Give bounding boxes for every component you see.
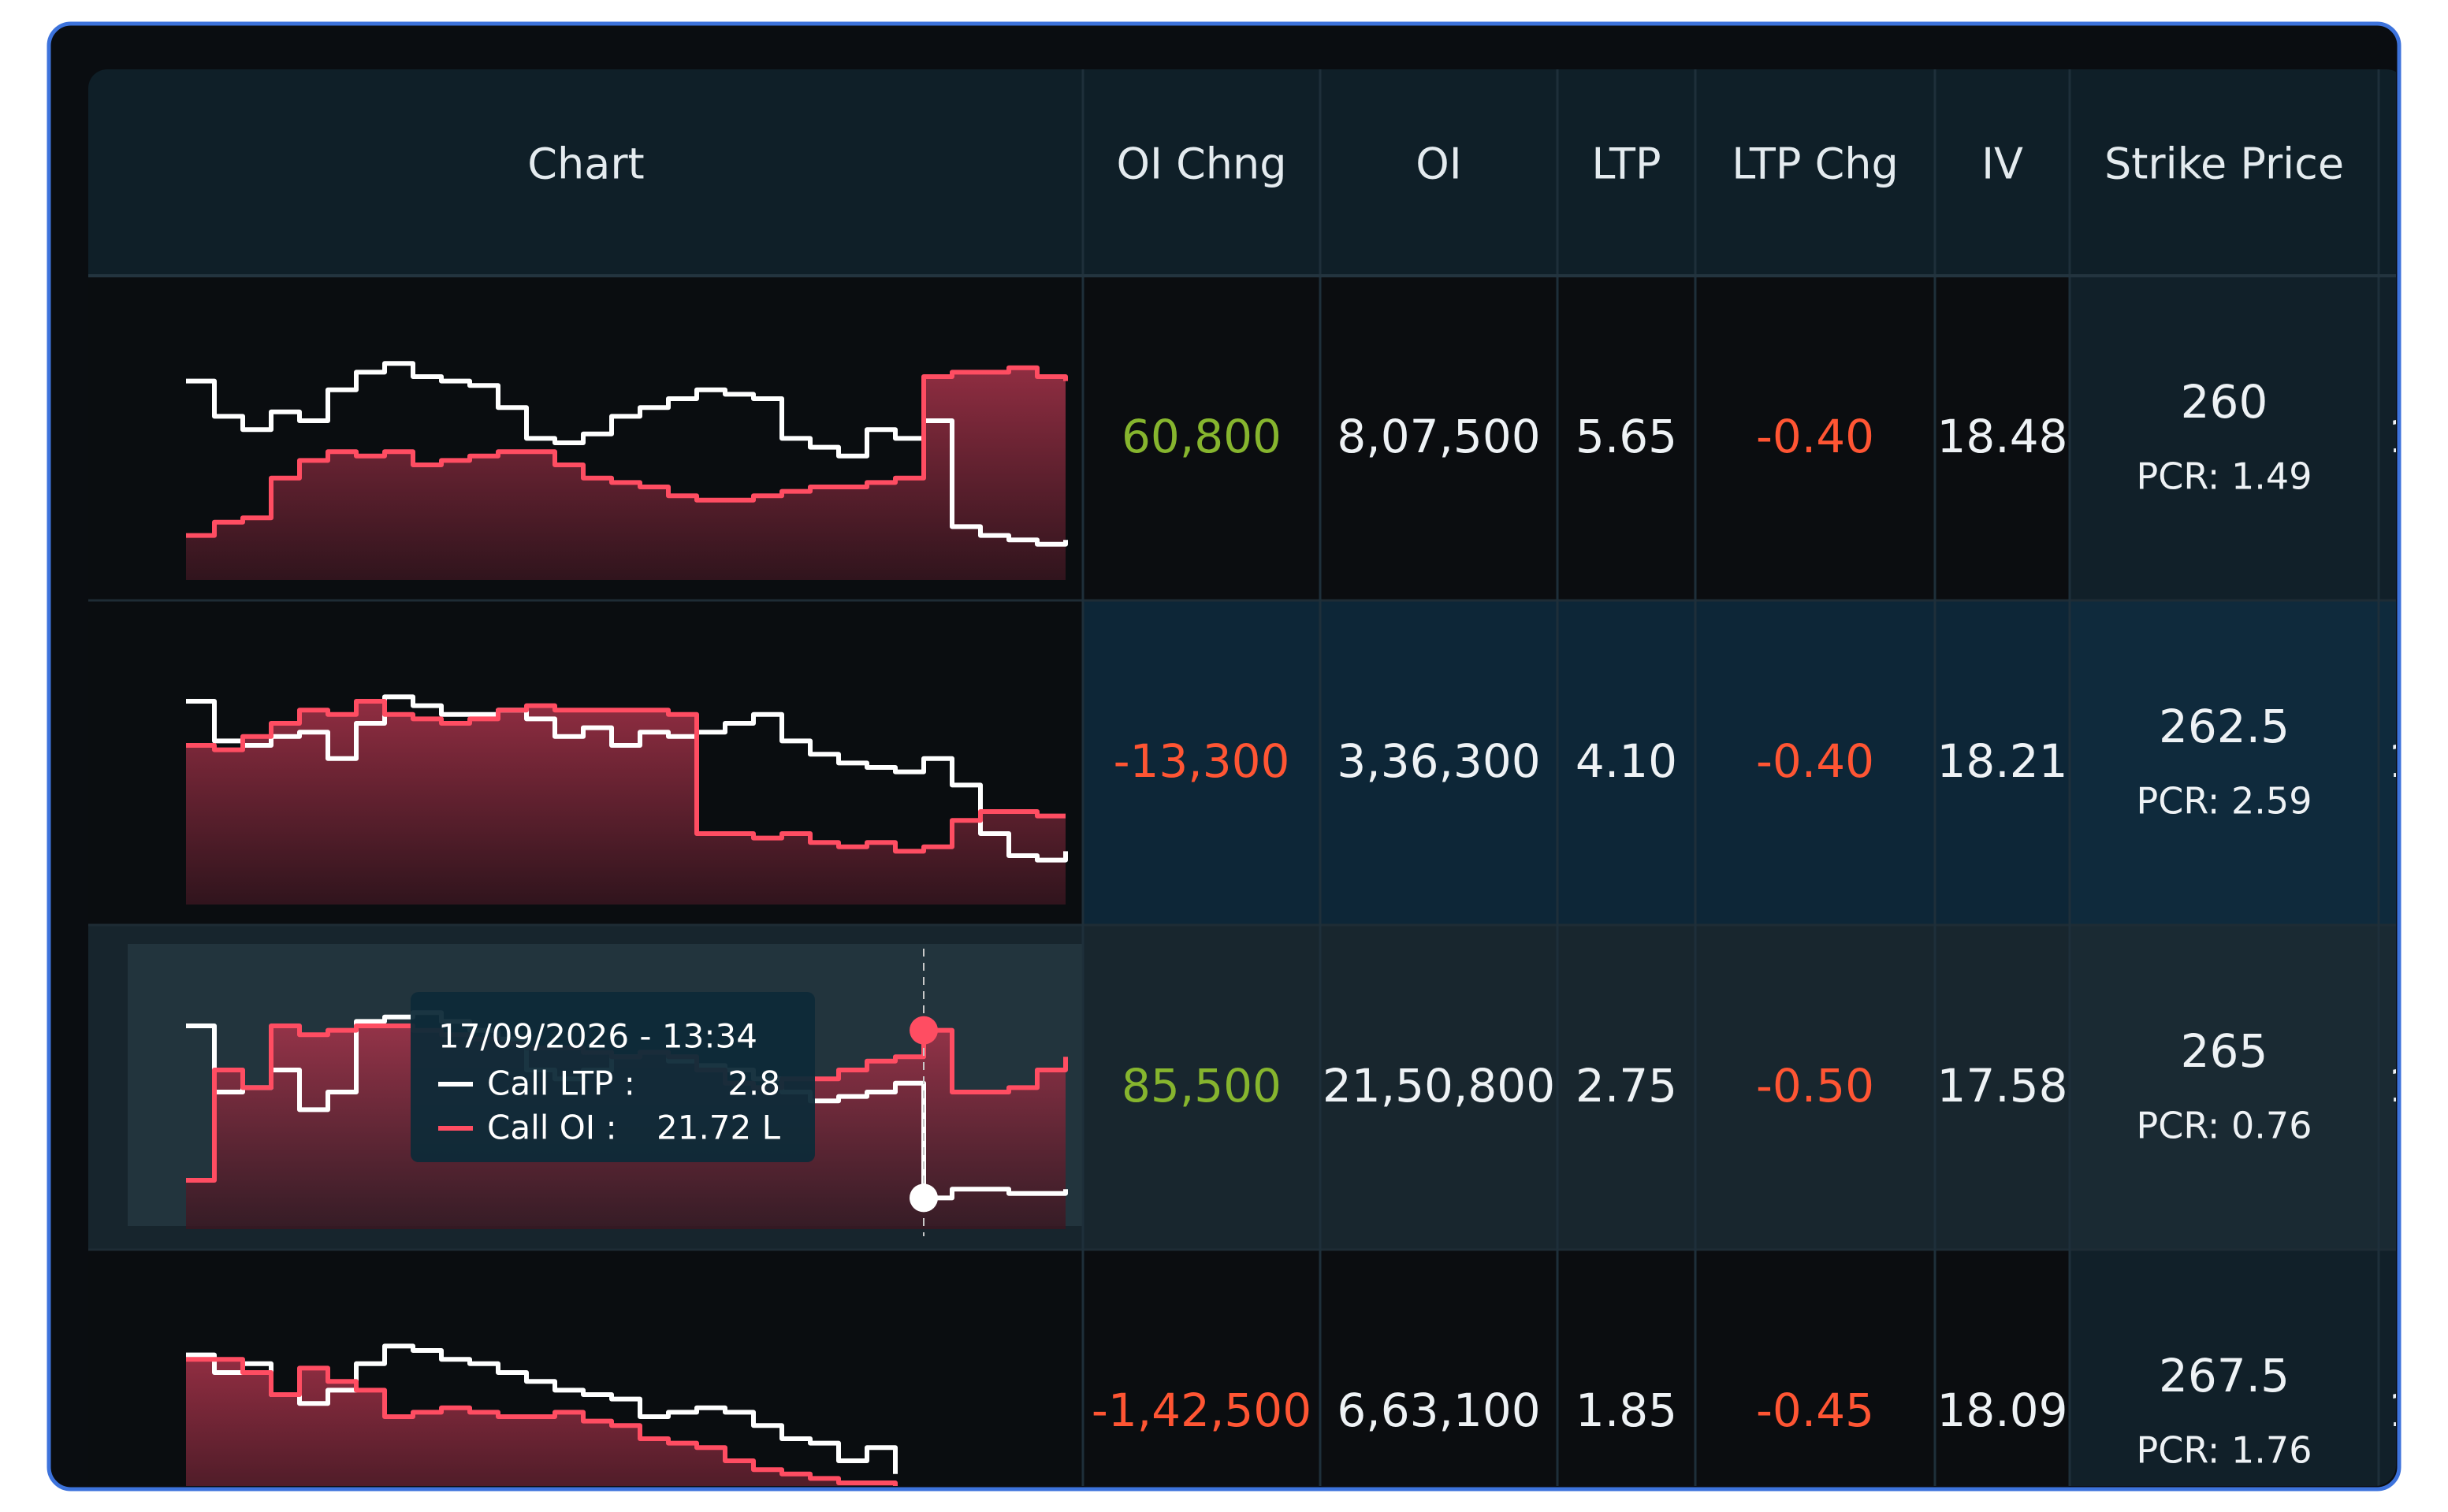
- next-cell: 1: [2388, 734, 2417, 788]
- row-bg: [2070, 600, 2396, 925]
- header-label: IV: [1981, 139, 2023, 189]
- pcr: PCR: 1.49: [2137, 455, 2312, 498]
- cell-iv: 18.09: [1936, 1384, 2067, 1437]
- ltp-line: [186, 694, 1068, 863]
- cell-iv: 18.48: [1936, 410, 2067, 463]
- cell-oi-chng: 60,800: [1122, 410, 1282, 463]
- header-label: Strike Price: [2104, 139, 2344, 189]
- hover-dot-ltp: [910, 1183, 938, 1213]
- row-bg: [1083, 600, 2070, 925]
- row-bg: [2070, 925, 2396, 1250]
- header-label: LTP Chg: [1732, 139, 1899, 189]
- header-label: OI: [1416, 139, 1461, 189]
- tooltip-oi-label: Call OI :: [487, 1109, 617, 1147]
- strike-price: 267.5: [2159, 1349, 2290, 1402]
- oi-line: [186, 365, 1068, 538]
- tooltip-time: 17/09/2026 - 13:34: [438, 1017, 757, 1056]
- cell-oi: 6,63,100: [1337, 1384, 1540, 1437]
- ltp-line: [186, 1343, 898, 1474]
- cell-oi-chng: -1,42,500: [1092, 1384, 1311, 1437]
- row-bg: [1083, 276, 2070, 600]
- cell-iv: 17.58: [1936, 1059, 2067, 1113]
- cell-oi: 8,07,500: [1337, 410, 1540, 463]
- tooltip-oi-value: 21.72 L: [657, 1109, 781, 1147]
- cell-ltp-chg: -0.50: [1756, 1059, 1874, 1113]
- cell-oi: 21,50,800: [1323, 1059, 1555, 1113]
- header-label: OI Chng: [1116, 139, 1286, 189]
- pcr: PCR: 0.76: [2137, 1105, 2312, 1147]
- tooltip: [411, 992, 815, 1162]
- next-cell: 1: [2388, 1384, 2417, 1437]
- cell-ltp: 5.65: [1576, 410, 1677, 463]
- strike-price: 265: [2181, 1024, 2268, 1078]
- row-bg: [2070, 1250, 2396, 1486]
- oi-line: [186, 1357, 898, 1486]
- hover-dot-oi: [910, 1016, 938, 1045]
- tooltip-ltp-label: Call LTP :: [487, 1064, 635, 1103]
- cell-ltp-chg: -0.40: [1756, 410, 1874, 463]
- cell-ltp-chg: -0.40: [1756, 734, 1874, 788]
- tooltip-ltp-value: 2.8: [727, 1064, 780, 1103]
- header-label: LTP: [1591, 139, 1661, 189]
- oi-area: [186, 701, 1066, 905]
- header-label: Chart: [527, 139, 644, 189]
- cell-oi-chng: -13,300: [1114, 734, 1290, 788]
- row-bg: [1083, 925, 2070, 1250]
- row-bg: [1083, 1250, 2070, 1486]
- strike-price: 260: [2181, 375, 2268, 429]
- cell-ltp: 2.75: [1576, 1059, 1677, 1113]
- row-bg: [2070, 276, 2396, 600]
- next-cell: 1: [2388, 410, 2417, 463]
- cell-ltp-chg: -0.45: [1756, 1384, 1874, 1437]
- next-cell: 1: [2388, 1059, 2417, 1113]
- cell-oi-chng: 85,500: [1122, 1059, 1282, 1113]
- pcr: PCR: 1.76: [2137, 1429, 2312, 1472]
- cell-ltp: 4.10: [1576, 734, 1677, 788]
- cell-oi: 3,36,300: [1337, 734, 1540, 788]
- oi-area: [186, 1359, 895, 1486]
- pcr: PCR: 2.59: [2137, 780, 2312, 823]
- oi-line: [186, 699, 1066, 854]
- cell-iv: 18.21: [1936, 734, 2067, 788]
- header-bg-bottom: [88, 101, 2396, 276]
- oi-area: [186, 367, 1066, 580]
- cell-ltp: 1.85: [1576, 1384, 1677, 1437]
- strike-price: 262.5: [2159, 700, 2290, 753]
